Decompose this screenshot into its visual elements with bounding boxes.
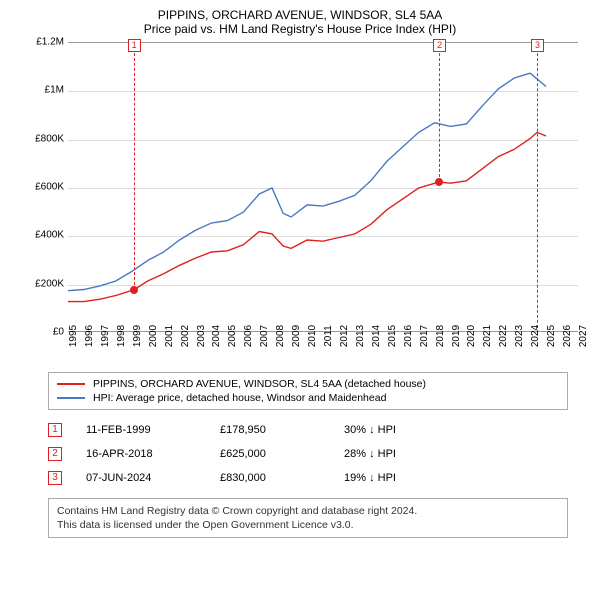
x-axis-label: 2020 <box>466 325 477 347</box>
transaction-index: 2 <box>48 447 62 461</box>
x-axis-label: 2002 <box>180 325 191 347</box>
x-axis-label: 2024 <box>530 325 541 347</box>
x-axis-label: 2023 <box>514 325 525 347</box>
x-axis-label: 2026 <box>562 325 573 347</box>
x-axis-label: 2000 <box>148 325 159 347</box>
chart-container: PIPPINS, ORCHARD AVENUE, WINDSOR, SL4 5A… <box>0 0 600 590</box>
x-axis-label: 2021 <box>482 325 493 347</box>
x-axis-label: 2019 <box>451 325 462 347</box>
legend-swatch <box>57 397 85 399</box>
transaction-marker-line <box>439 43 440 182</box>
transaction-price: £178,950 <box>220 424 320 436</box>
footer-attribution: Contains HM Land Registry data © Crown c… <box>48 498 568 538</box>
x-axis-label: 2012 <box>339 325 350 347</box>
x-axis-label: 2004 <box>211 325 222 347</box>
x-axis-label: 1997 <box>100 325 111 347</box>
footer-line-1: Contains HM Land Registry data © Crown c… <box>57 504 559 518</box>
x-axis-label: 2011 <box>323 325 334 347</box>
transaction-price: £625,000 <box>220 448 320 460</box>
transactions-table: 1 11-FEB-1999 £178,950 30% ↓ HPI 2 16-APR-201… <box>48 418 568 490</box>
x-axis-label: 2015 <box>387 325 398 347</box>
x-axis-label: 2018 <box>435 325 446 347</box>
y-axis-label: £1.2M <box>36 37 64 48</box>
legend-label: PIPPINS, ORCHARD AVENUE, WINDSOR, SL4 5A… <box>93 378 426 390</box>
x-axis-label: 1999 <box>132 325 143 347</box>
x-axis-label: 2010 <box>307 325 318 347</box>
transaction-index: 3 <box>48 471 62 485</box>
y-axis-label: £800K <box>35 133 64 144</box>
x-axis-label: 2016 <box>403 325 414 347</box>
transaction-marker-box: 2 <box>433 39 446 52</box>
transaction-date: 16-APR-2018 <box>86 448 196 460</box>
x-axis-label: 2014 <box>371 325 382 347</box>
footer-line-2: This data is licensed under the Open Gov… <box>57 518 559 532</box>
transaction-pct: 28% ↓ HPI <box>344 448 464 460</box>
transaction-pct: 19% ↓ HPI <box>344 472 464 484</box>
transaction-pct: 30% ↓ HPI <box>344 424 464 436</box>
series-line <box>68 132 546 301</box>
transaction-dot <box>130 286 138 294</box>
y-axis-label: £1M <box>45 85 64 96</box>
x-axis-label: 2017 <box>419 325 430 347</box>
x-axis-label: 2007 <box>259 325 270 347</box>
x-axis-label: 2027 <box>578 325 589 347</box>
transaction-dot <box>435 178 443 186</box>
legend-item: HPI: Average price, detached house, Wind… <box>57 391 559 405</box>
x-axis-label: 2013 <box>355 325 366 347</box>
legend-item: PIPPINS, ORCHARD AVENUE, WINDSOR, SL4 5A… <box>57 377 559 391</box>
transaction-price: £830,000 <box>220 472 320 484</box>
y-axis-label: £600K <box>35 182 64 193</box>
x-axis-label: 1998 <box>116 325 127 347</box>
transaction-marker-line <box>134 43 135 290</box>
x-axis-label: 2025 <box>546 325 557 347</box>
transaction-marker-box: 3 <box>531 39 544 52</box>
chart-area: £0£200K£400K£600K£800K£1M£1.2M 123 19951… <box>24 42 584 362</box>
plot-region: 1 2 3 <box>68 42 578 332</box>
line-svg <box>68 43 578 333</box>
x-axis-label: 2001 <box>164 325 175 347</box>
x-axis-label: 2009 <box>291 325 302 347</box>
transaction-row: 2 16-APR-2018 £625,000 28% ↓ HPI <box>48 442 568 466</box>
transaction-row: 3 07-JUN-2024 £830,000 19% ↓ HPI <box>48 466 568 490</box>
x-axis-label: 2003 <box>196 325 207 347</box>
transaction-marker-line <box>537 43 538 333</box>
y-axis-label: £200K <box>35 278 64 289</box>
x-axis-label: 1996 <box>84 325 95 347</box>
transaction-row: 1 11-FEB-1999 £178,950 30% ↓ HPI <box>48 418 568 442</box>
y-axis-label: £0 <box>53 327 64 338</box>
x-axis-label: 2008 <box>275 325 286 347</box>
x-axis-label: 2022 <box>498 325 509 347</box>
legend-label: HPI: Average price, detached house, Wind… <box>93 392 386 404</box>
transaction-date: 11-FEB-1999 <box>86 424 196 436</box>
chart-subtitle: Price paid vs. HM Land Registry's House … <box>12 22 588 36</box>
legend: PIPPINS, ORCHARD AVENUE, WINDSOR, SL4 5A… <box>48 372 568 410</box>
transaction-date: 07-JUN-2024 <box>86 472 196 484</box>
x-axis-label: 1995 <box>68 325 79 347</box>
chart-title: PIPPINS, ORCHARD AVENUE, WINDSOR, SL4 5A… <box>12 8 588 22</box>
transaction-index: 1 <box>48 423 62 437</box>
x-axis-label: 2005 <box>227 325 238 347</box>
series-line <box>68 73 546 291</box>
y-axis-label: £400K <box>35 230 64 241</box>
x-axis-label: 2006 <box>243 325 254 347</box>
legend-swatch <box>57 383 85 385</box>
transaction-marker-box: 1 <box>128 39 141 52</box>
